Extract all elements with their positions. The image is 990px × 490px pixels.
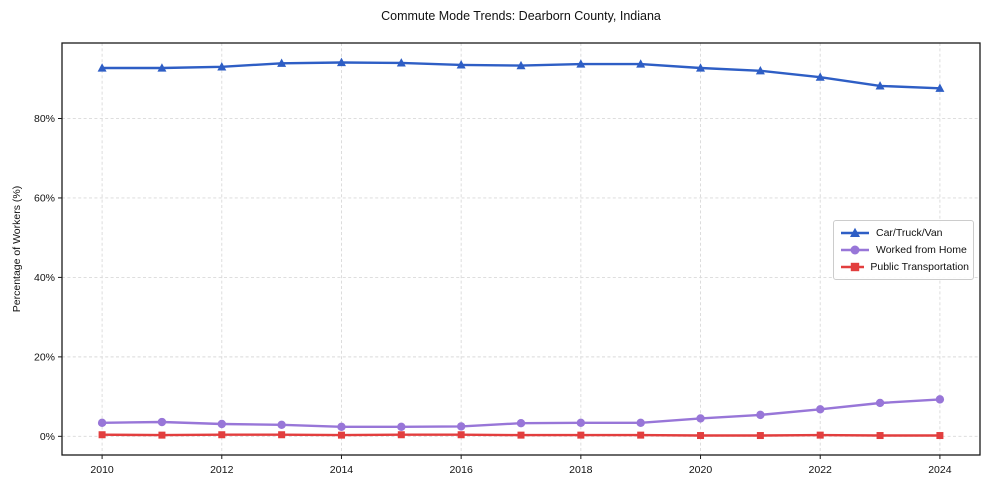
data-point-marker — [278, 431, 286, 439]
data-point-marker — [577, 431, 585, 439]
data-point-marker — [397, 431, 405, 439]
data-point-marker — [875, 398, 885, 408]
data-point-marker — [516, 419, 526, 428]
data-point-marker — [935, 83, 945, 92]
square-marker-icon — [841, 262, 865, 272]
x-tick-label: 2016 — [449, 464, 473, 476]
data-point-marker — [936, 432, 944, 440]
data-point-marker — [696, 414, 705, 423]
y-tick-label: 20% — [34, 351, 55, 363]
data-point-marker — [217, 419, 226, 429]
data-point-marker — [157, 63, 167, 72]
data-point-marker — [816, 405, 825, 414]
data-point-marker — [97, 418, 107, 428]
x-tick-label: 2020 — [689, 464, 713, 476]
triangle-marker-icon — [841, 227, 869, 237]
x-tick-label: 2018 — [569, 464, 593, 476]
legend: Car/Truck/Van Worked from Home Public Tran… — [833, 220, 974, 280]
data-point-marker — [456, 60, 466, 69]
legend-item-car-truck-van: Car/Truck/Van — [840, 226, 969, 240]
plot-border — [61, 42, 981, 456]
data-point-marker — [696, 63, 706, 72]
data-point-marker — [336, 57, 346, 67]
data-point-marker — [935, 395, 945, 404]
data-point-marker — [98, 431, 106, 439]
y-tick-label: 60% — [34, 192, 55, 204]
data-point-marker — [397, 422, 406, 431]
circle-marker-icon — [850, 245, 860, 255]
data-point-marker — [876, 432, 884, 440]
data-point-marker — [157, 417, 167, 427]
y-tick-label: 0% — [40, 431, 55, 443]
legend-item-worked-from-home: Worked from Home — [840, 243, 969, 257]
legend-item-label: Worked from Home — [876, 244, 967, 256]
data-point-marker — [337, 431, 345, 439]
data-point-marker — [218, 431, 226, 439]
data-point-marker — [576, 59, 586, 68]
x-tick-label: 2010 — [90, 464, 114, 476]
data-point-marker — [755, 66, 765, 75]
data-point-marker — [457, 431, 465, 439]
data-point-marker — [277, 420, 286, 430]
legend-item-public-transportation: Public Transportation — [840, 260, 969, 274]
data-point-marker — [97, 63, 107, 72]
series-car-truck-van — [97, 57, 945, 92]
square-marker-icon — [850, 262, 860, 272]
triangle-marker-icon — [850, 227, 860, 237]
data-point-marker — [816, 431, 824, 439]
data-point-marker — [217, 62, 227, 71]
data-point-marker — [756, 410, 765, 420]
data-point-marker — [576, 418, 586, 428]
data-point-marker — [756, 432, 764, 440]
series-public-transportation — [98, 431, 944, 440]
data-point-marker — [337, 422, 346, 431]
data-point-marker — [158, 431, 166, 439]
data-point-marker — [875, 81, 885, 90]
series-worked-from-home — [97, 395, 945, 431]
y-tick-label: 80% — [34, 113, 55, 125]
data-point-marker — [516, 60, 526, 70]
data-point-marker — [277, 58, 287, 67]
data-point-marker — [815, 72, 825, 81]
data-point-marker — [637, 431, 645, 439]
x-tick-label: 2014 — [330, 464, 354, 476]
legend-item-label: Car/Truck/Van — [876, 227, 943, 239]
legend-item-label: Public Transportation — [870, 261, 969, 273]
chart-title: Commute Mode Trends: Dearborn County, In… — [381, 9, 661, 23]
y-tick-label: 40% — [34, 272, 55, 284]
data-point-marker — [636, 418, 645, 428]
data-point-marker — [636, 59, 646, 68]
x-tick-label: 2012 — [210, 464, 234, 476]
x-tick-label: 2022 — [809, 464, 833, 476]
data-point-marker — [517, 431, 525, 439]
data-point-marker — [456, 422, 466, 431]
data-point-marker — [697, 432, 705, 440]
circle-marker-icon — [841, 245, 869, 255]
data-point-marker — [396, 58, 406, 67]
x-tick-label: 2024 — [928, 464, 952, 476]
